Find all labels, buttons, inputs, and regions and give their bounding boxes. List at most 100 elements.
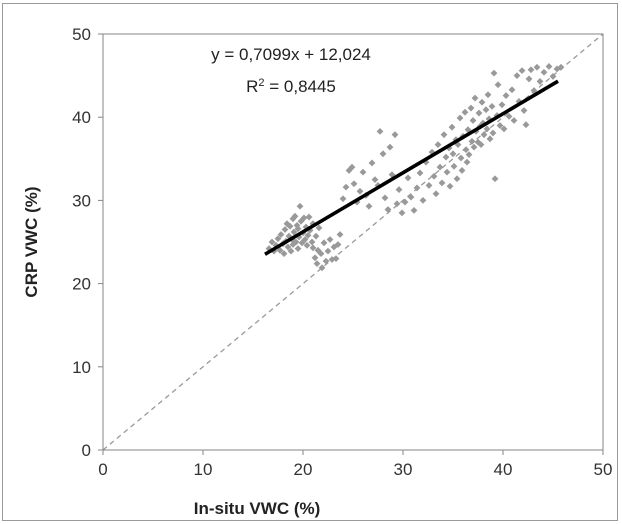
data-point (334, 241, 342, 248)
data-point (301, 236, 309, 243)
data-point (312, 232, 320, 240)
data-point (510, 117, 518, 124)
data-point (274, 235, 282, 243)
data-point (425, 182, 433, 189)
data-point (491, 175, 499, 183)
data-point (458, 167, 466, 174)
data-point (286, 222, 294, 230)
data-point (527, 66, 535, 74)
data-point (359, 168, 367, 176)
data-point (475, 109, 483, 117)
data-point (483, 125, 491, 133)
data-point (384, 206, 392, 213)
data-point (461, 108, 469, 116)
y-tick-label: 20 (72, 275, 91, 294)
data-point (308, 238, 316, 246)
r-squared-value: = 0,8445 (265, 77, 336, 96)
data-point (291, 212, 299, 220)
x-tick-label: 0 (98, 460, 107, 479)
data-point (456, 114, 464, 122)
data-point (290, 228, 298, 236)
data-point (294, 225, 302, 233)
data-point (356, 187, 364, 195)
data-point (513, 72, 521, 79)
data-point (297, 217, 305, 225)
data-point (379, 150, 387, 158)
data-point (450, 162, 458, 170)
one-to-one-reference-line (102, 33, 604, 451)
data-point (326, 236, 334, 243)
trendline-equation: y = 0,7099x + 12,024 (211, 45, 371, 64)
data-point (304, 231, 312, 239)
data-point (484, 91, 492, 99)
plot-area-border (102, 33, 604, 451)
data-point (428, 148, 436, 156)
data-point (276, 246, 284, 254)
data-point (309, 220, 317, 228)
y-tick-label: 0 (82, 441, 91, 460)
data-point (322, 257, 330, 265)
data-point (388, 171, 396, 179)
data-point (434, 141, 442, 149)
x-tick-label: 40 (494, 460, 513, 479)
data-point (477, 141, 485, 149)
data-point (502, 92, 510, 99)
x-tick-label: 50 (594, 460, 613, 479)
data-point (449, 150, 457, 158)
data-point (448, 123, 456, 131)
data-point (296, 202, 304, 210)
x-tick-label: 20 (294, 460, 313, 479)
data-point (277, 231, 285, 238)
data-point (374, 182, 382, 189)
data-point (463, 158, 471, 166)
data-point (339, 195, 347, 203)
data-point (533, 63, 541, 71)
data-point (471, 94, 479, 102)
data-point (393, 200, 401, 208)
data-point (293, 221, 301, 229)
data-point (508, 86, 516, 94)
data-point (469, 117, 477, 124)
data-point (309, 244, 317, 252)
data-point (289, 215, 297, 223)
data-point (470, 143, 478, 151)
data-point (391, 131, 399, 139)
data-point (494, 81, 502, 89)
data-point (410, 206, 418, 214)
data-point (336, 231, 344, 238)
x-tick-label: 30 (394, 460, 413, 479)
linear-trendline (264, 79, 559, 256)
data-point (348, 163, 356, 171)
data-point (486, 135, 494, 143)
y-axis-title: CRP VWC (%) (22, 186, 41, 297)
data-point (324, 247, 332, 255)
data-point (498, 101, 506, 109)
chart-frame: 0 10 20 30 40 50 0 10 20 30 40 50 In-situ VWC (%) C… (2, 3, 618, 521)
data-point (416, 169, 424, 177)
data-point (353, 198, 361, 206)
data-point (518, 67, 526, 75)
data-point (314, 246, 322, 254)
data-point (505, 112, 513, 120)
data-point (298, 239, 306, 247)
data-point (280, 250, 288, 258)
x-tick-label: 10 (194, 460, 213, 479)
data-point (294, 245, 302, 253)
data-point (446, 182, 454, 190)
data-point (520, 107, 528, 114)
data-point (407, 193, 415, 201)
r-squared-label: R2 = 0,8445 (246, 77, 336, 96)
data-point (525, 75, 533, 83)
r-squared-superscript: 2 (258, 77, 264, 89)
data-point (398, 209, 406, 217)
scatter-chart: 0 10 20 30 40 50 0 10 20 30 40 50 In-situ VWC (%) C… (22, 25, 613, 518)
data-point (303, 241, 311, 249)
data-point (500, 125, 508, 133)
data-point (386, 143, 394, 151)
data-point (454, 141, 462, 149)
data-point (530, 87, 538, 94)
data-point (462, 146, 470, 154)
data-point (350, 180, 358, 188)
data-point (443, 168, 451, 176)
data-point (467, 104, 475, 112)
